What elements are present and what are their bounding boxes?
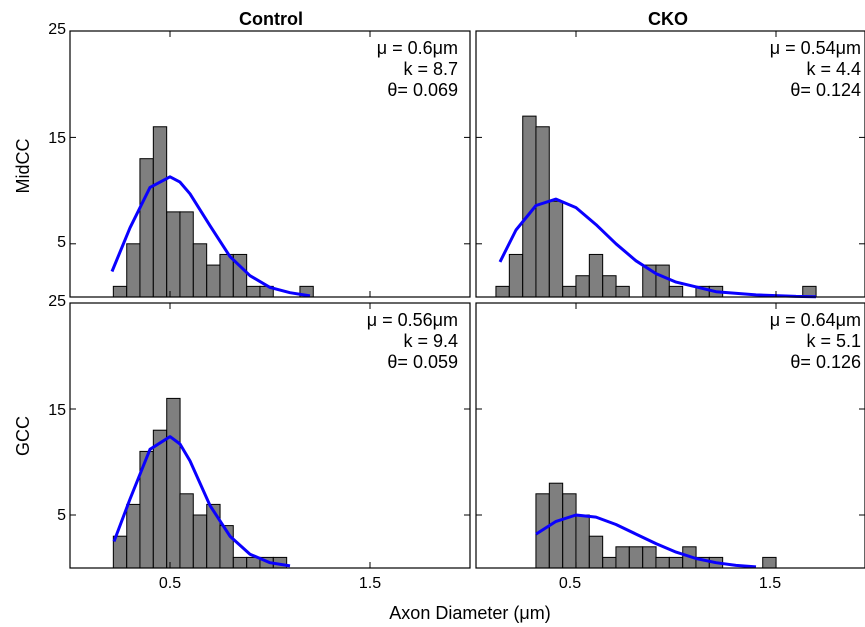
histogram-bar <box>112 285 128 298</box>
row-label-gcc: GCC <box>13 416 33 456</box>
histogram-bar <box>615 285 630 298</box>
histogram-bar <box>126 503 141 569</box>
histogram-bar <box>206 503 221 569</box>
histogram-bar <box>192 243 208 298</box>
histogram-bar <box>206 264 221 298</box>
stat-mu: μ = 0.56μm <box>367 310 458 330</box>
stat-theta: θ= 0.126 <box>790 352 861 372</box>
stat-theta: θ= 0.059 <box>387 352 458 372</box>
stat-k: k = 8.7 <box>403 59 458 79</box>
histogram-bar <box>179 493 194 569</box>
stat-k: k = 5.1 <box>806 331 861 351</box>
stat-k: k = 9.4 <box>403 331 458 351</box>
column-title-cko: CKO <box>648 9 688 29</box>
y-tick-label-top-25: 25 <box>48 21 66 38</box>
histogram-bar <box>535 126 550 298</box>
y-tick-label-bottom-5: 5 <box>57 507 66 524</box>
column-title-control: Control <box>239 9 303 29</box>
histogram-bar <box>668 556 684 569</box>
gamma-fit-curve <box>535 513 757 569</box>
histogram-bar <box>166 211 181 298</box>
histogram-bar <box>508 253 524 298</box>
x-tick-label-left-1.5: 1.5 <box>359 575 381 592</box>
x-tick-label-left-0.5: 0.5 <box>159 575 181 592</box>
histogram-bar <box>152 429 168 569</box>
histogram-bar <box>575 514 590 569</box>
histogram-bar <box>192 514 208 569</box>
panel-frame <box>475 30 865 298</box>
row-label-midcc: MidCC <box>13 138 33 193</box>
histogram-bar <box>762 556 777 569</box>
stat-theta: θ= 0.069 <box>387 80 458 100</box>
histogram-bar <box>655 264 670 298</box>
histogram-bar <box>615 546 630 569</box>
histogram-bar <box>575 275 590 298</box>
histogram-bar <box>588 535 604 569</box>
panel-frame <box>69 302 471 569</box>
histogram-bar <box>628 546 644 569</box>
histogram-bar <box>562 493 577 569</box>
histogram-bar <box>548 200 564 298</box>
histogram-bar <box>152 126 168 298</box>
histogram-bar <box>602 556 617 569</box>
stat-mu: μ = 0.6μm <box>377 38 458 58</box>
panel-frame <box>475 302 865 569</box>
gamma-fit-curve <box>112 435 291 568</box>
histogram-bar <box>602 275 617 298</box>
stat-mu: μ = 0.54μm <box>770 38 861 58</box>
panel-frame <box>69 30 471 298</box>
stat-mu: μ = 0.64μm <box>770 310 861 330</box>
y-tick-label-top-15: 15 <box>48 130 66 147</box>
histogram-bar <box>588 253 604 298</box>
histogram-bar <box>655 556 670 569</box>
stat-k: k = 4.4 <box>806 59 861 79</box>
histogram-bar <box>179 211 194 298</box>
gamma-fit-curve <box>498 197 817 299</box>
histogram-bar <box>562 285 577 298</box>
histogram-bar <box>166 397 181 569</box>
x-axis-label: Axon Diameter (μm) <box>389 603 550 623</box>
histogram-bar <box>139 158 154 298</box>
y-tick-label-bottom-15: 15 <box>48 402 66 419</box>
y-tick-label-top-5: 5 <box>57 234 66 251</box>
gamma-fit-curve <box>110 175 311 298</box>
histogram-bar <box>126 243 141 298</box>
histogram-bar <box>246 285 261 298</box>
x-tick-label-right-0.5: 0.5 <box>559 575 581 592</box>
histogram-bar <box>668 285 684 298</box>
histogram-bar <box>495 285 510 298</box>
x-tick-label-right-1.5: 1.5 <box>759 575 781 592</box>
y-tick-label-bottom-25: 25 <box>48 293 66 310</box>
histogram-bar <box>232 556 248 569</box>
stat-theta: θ= 0.124 <box>790 80 861 100</box>
histogram-bar <box>642 546 657 569</box>
histogram-bar <box>219 253 234 298</box>
